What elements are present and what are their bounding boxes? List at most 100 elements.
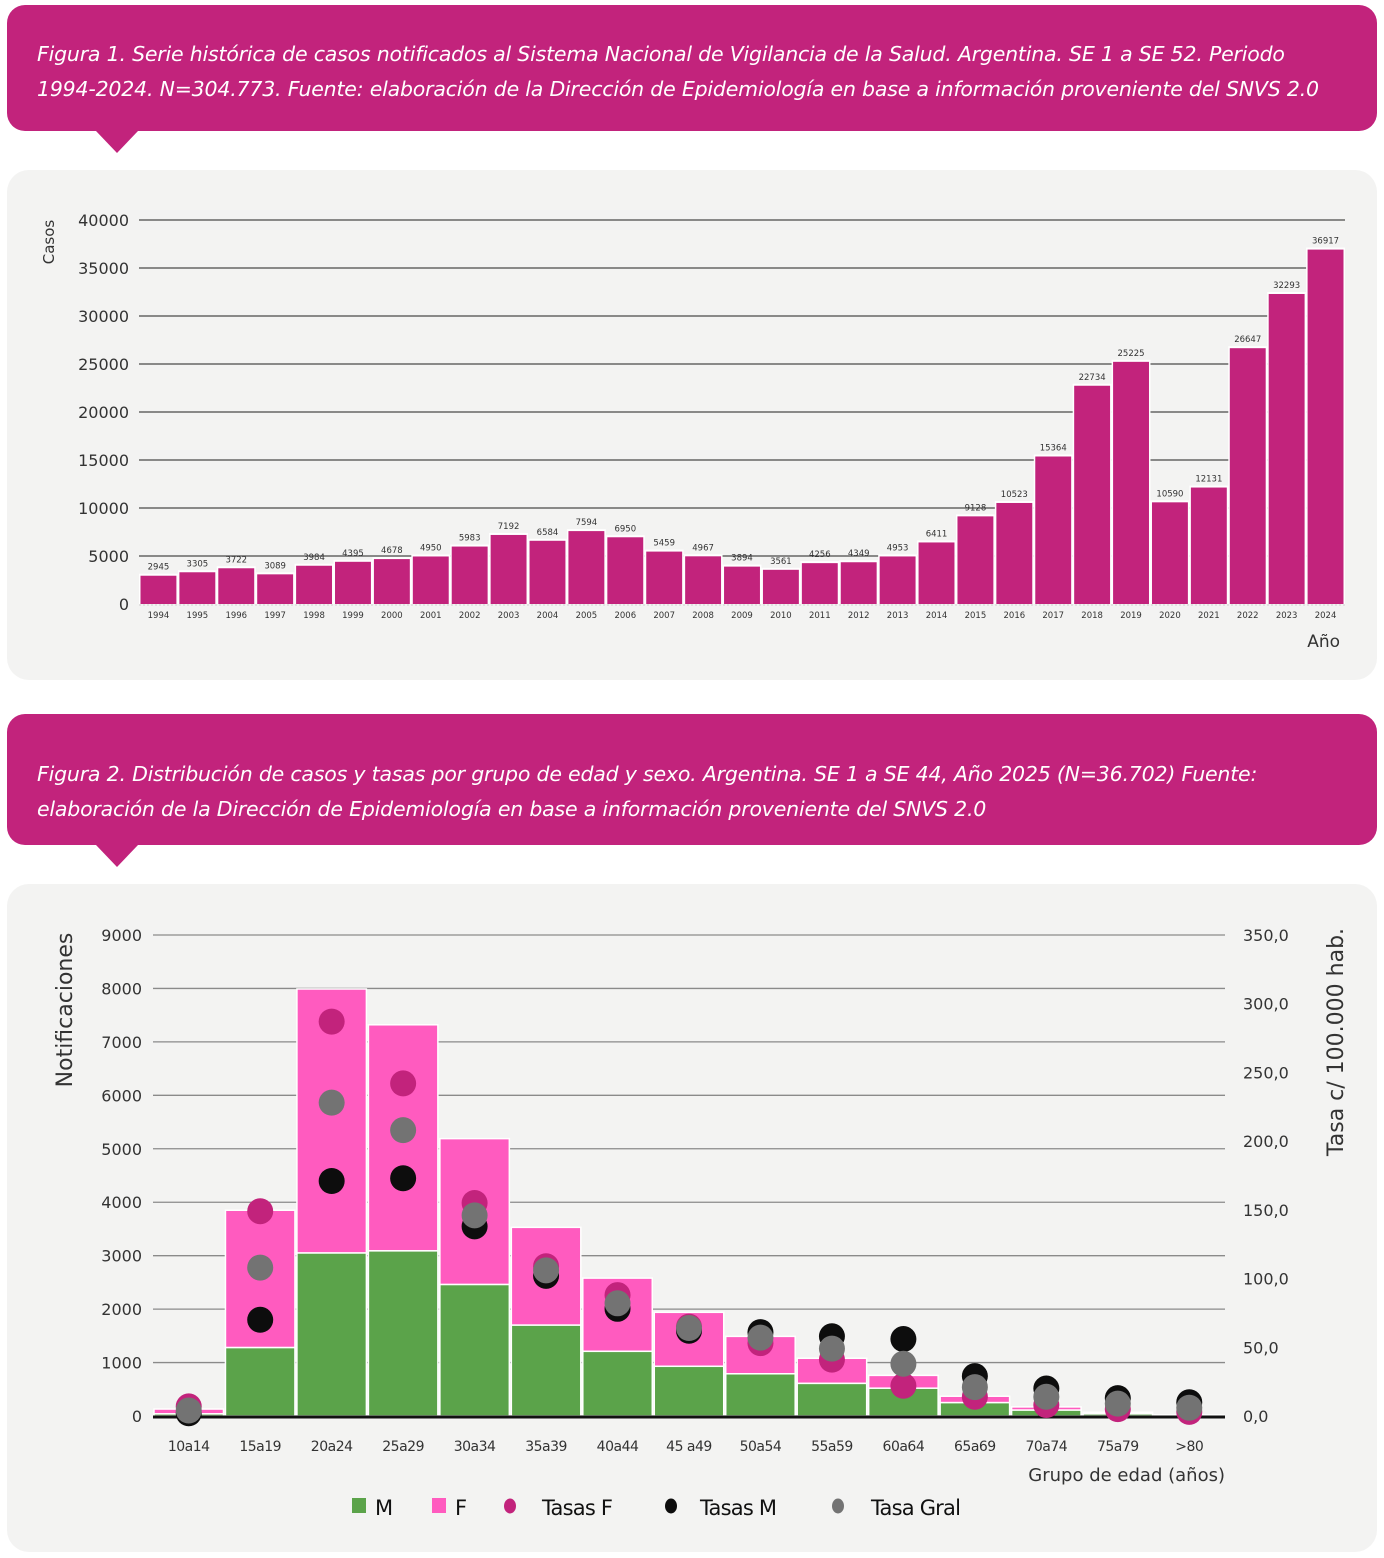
data-label: 4395 bbox=[342, 549, 364, 559]
y2-tick-label: 100,0 bbox=[1243, 1270, 1289, 1289]
x-tick-label: 2024 bbox=[1315, 611, 1337, 621]
x-tick-label: 1995 bbox=[187, 611, 209, 621]
x-tick-label: 2017 bbox=[1042, 611, 1064, 621]
y-tick-label: 9000 bbox=[101, 926, 142, 945]
figure2-caption-text: Figura 2. Distribución de casos y tasas … bbox=[37, 762, 1258, 821]
legend-f-swatch bbox=[432, 1498, 446, 1513]
x-tick-label: 2012 bbox=[848, 611, 870, 621]
point-tasa-gral bbox=[961, 1374, 988, 1401]
x-tick-label: 70a74 bbox=[1025, 1439, 1067, 1455]
data-label: 26647 bbox=[1234, 335, 1261, 345]
data-label: 10590 bbox=[1156, 489, 1183, 499]
bar bbox=[335, 561, 371, 604]
cases-by-year-chart: 0 5000 10000 15000 20000 25000 30000 35000 40000… bbox=[40, 211, 1345, 652]
x-tick-label: 50a54 bbox=[740, 1439, 782, 1455]
y2-tick-label: 0,0 bbox=[1243, 1407, 1268, 1426]
data-label: 6950 bbox=[614, 524, 636, 534]
y-axis-title: Casos bbox=[40, 220, 58, 265]
y-tick-label: 0 bbox=[119, 595, 129, 614]
data-label: 5459 bbox=[653, 539, 675, 549]
x-tick-label: 2009 bbox=[731, 611, 753, 621]
bar bbox=[1074, 385, 1111, 604]
data-label: 4678 bbox=[381, 546, 403, 556]
point-tasa-gral bbox=[1176, 1394, 1203, 1421]
bar bbox=[568, 531, 605, 604]
data-label: 3561 bbox=[770, 557, 792, 567]
y2-tick-label: 350,0 bbox=[1243, 926, 1289, 945]
point-tasas-f bbox=[890, 1372, 917, 1399]
point-tasa-gral bbox=[747, 1324, 774, 1351]
x-tick-label: 60a64 bbox=[883, 1439, 925, 1455]
x-tick-label: >80 bbox=[1175, 1439, 1203, 1455]
figure1-caption: Figura 1. Serie histórica de casos notif… bbox=[7, 5, 1377, 153]
x-tick-label: 40a44 bbox=[597, 1439, 639, 1455]
x-axis-title: Año bbox=[1307, 632, 1340, 652]
x-tick-label: 2020 bbox=[1159, 611, 1181, 621]
y-tick-label: 5000 bbox=[101, 1140, 142, 1159]
bar bbox=[685, 556, 722, 604]
x-tick-label: 1994 bbox=[148, 611, 170, 621]
data-label: 4349 bbox=[848, 549, 870, 559]
y2-axis-title: Tasa c/ 100.000 hab. bbox=[1324, 928, 1349, 1157]
data-label: 15364 bbox=[1040, 444, 1067, 454]
x-tick-label: 1996 bbox=[225, 611, 247, 621]
point-tasas-f bbox=[318, 1008, 345, 1035]
legend-tasa-gral-label: Tasa Gral bbox=[870, 1496, 960, 1520]
bar bbox=[451, 546, 488, 604]
point-tasa-gral bbox=[533, 1257, 560, 1284]
x-tick-label: 2013 bbox=[887, 611, 909, 621]
x-tick-label: 2003 bbox=[498, 611, 520, 621]
x-axis-title: Grupo de edad (años) bbox=[1028, 1465, 1225, 1486]
point-tasa-gral bbox=[390, 1117, 417, 1144]
bar bbox=[646, 551, 683, 604]
bar bbox=[179, 572, 216, 604]
x-tick-label: 2001 bbox=[420, 611, 442, 621]
figure2-caption: Figura 2. Distribución de casos y tasas … bbox=[7, 714, 1377, 867]
point-tasa-gral bbox=[247, 1254, 274, 1281]
x-tick-label: 75a79 bbox=[1097, 1439, 1139, 1455]
data-label: 12131 bbox=[1195, 475, 1222, 485]
data-label: 7192 bbox=[498, 522, 520, 532]
x-tick-label: 65a69 bbox=[954, 1439, 996, 1455]
data-label: 3722 bbox=[225, 555, 247, 565]
bar-male bbox=[439, 1283, 511, 1417]
x-tick-label: 1998 bbox=[303, 611, 325, 621]
point-tasas-m bbox=[318, 1167, 345, 1194]
point-tasas-m bbox=[390, 1165, 417, 1192]
data-label: 36917 bbox=[1312, 237, 1339, 247]
x-tick-label: 20a24 bbox=[311, 1439, 353, 1455]
y-tick-label: 40000 bbox=[78, 211, 129, 230]
x-tick-label: 25a29 bbox=[382, 1439, 424, 1455]
data-label: 6584 bbox=[537, 528, 559, 538]
point-tasa-gral bbox=[604, 1290, 631, 1317]
legend-tasas-f-swatch bbox=[504, 1498, 516, 1514]
y-tick-label: 35000 bbox=[78, 259, 129, 278]
bar bbox=[957, 516, 994, 604]
caption-pointer bbox=[96, 131, 138, 153]
bar bbox=[373, 559, 410, 604]
legend-tasa-gral-swatch bbox=[832, 1498, 844, 1514]
bar bbox=[257, 574, 294, 604]
bar bbox=[801, 563, 838, 604]
x-tick-label: 1997 bbox=[264, 611, 286, 621]
x-tick-label: 45 a49 bbox=[666, 1439, 712, 1455]
data-label: 32293 bbox=[1273, 281, 1300, 291]
bar bbox=[879, 556, 916, 604]
y-tick-label: 10000 bbox=[78, 499, 129, 518]
y2-tick-label: 150,0 bbox=[1243, 1201, 1289, 1220]
data-label: 3089 bbox=[264, 561, 286, 571]
bar-male bbox=[653, 1365, 725, 1417]
x-tick-label: 10a14 bbox=[168, 1439, 210, 1455]
bar bbox=[918, 542, 955, 604]
x-tick-label: 30a34 bbox=[454, 1439, 496, 1455]
legend-m-label: M bbox=[375, 1496, 392, 1520]
legend-f-label: F bbox=[455, 1496, 466, 1520]
data-label: 5983 bbox=[459, 534, 481, 544]
bar-male bbox=[367, 1250, 439, 1417]
y-tick-label: 6000 bbox=[101, 1086, 142, 1105]
legend-tasas-m-label: Tasas M bbox=[699, 1496, 776, 1520]
bar bbox=[607, 537, 644, 604]
x-tick-label: 2015 bbox=[965, 611, 987, 621]
data-label: 4256 bbox=[809, 550, 831, 560]
